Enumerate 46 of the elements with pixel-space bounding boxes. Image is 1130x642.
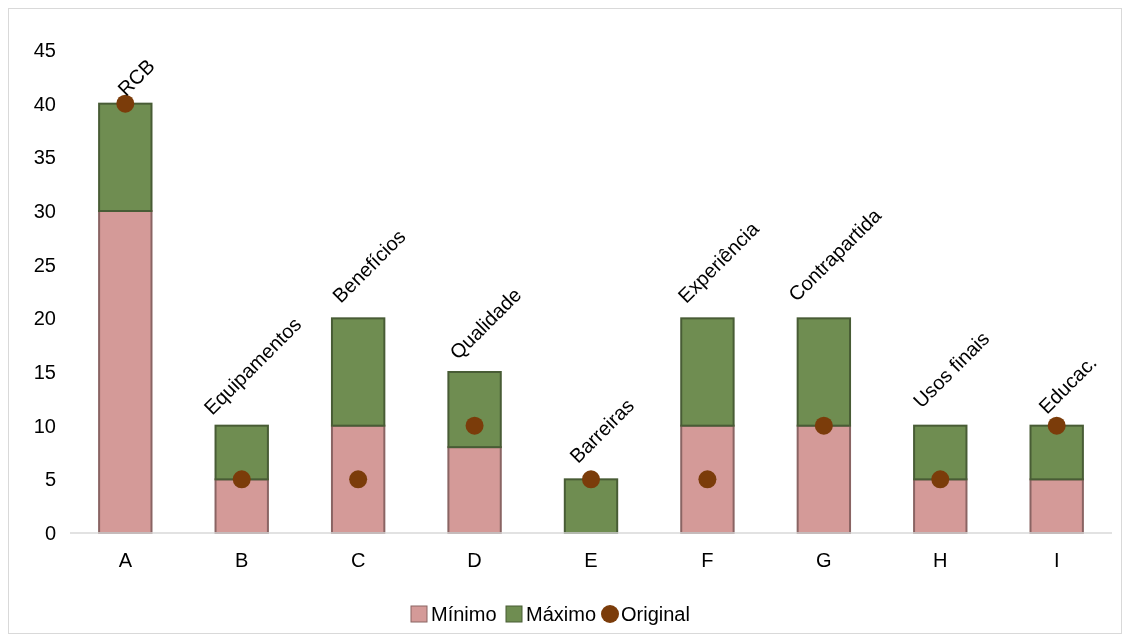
bar <box>330 317 386 427</box>
bar <box>1029 478 1084 534</box>
y-tick-label: 30 <box>33 200 56 222</box>
x-tick-label: I <box>1053 549 1060 571</box>
bar <box>447 371 502 449</box>
bar <box>98 210 153 534</box>
bar <box>1029 424 1084 481</box>
bar <box>796 317 852 427</box>
point <box>232 470 251 489</box>
point <box>116 94 135 113</box>
y-tick-label: 5 <box>44 468 56 491</box>
x-tick-label: F <box>701 549 714 571</box>
bar <box>913 424 968 481</box>
y-tick-label: 25 <box>33 253 56 276</box>
bar <box>680 424 735 534</box>
y-tick-label: 40 <box>33 92 56 115</box>
bar <box>330 424 386 534</box>
legend-label: Máximo <box>526 603 597 625</box>
x-tick-label: C <box>350 549 366 571</box>
point <box>814 416 833 435</box>
point <box>698 470 717 489</box>
y-tick-label: 10 <box>33 414 56 437</box>
x-tick-label: B <box>235 549 249 571</box>
x-tick-label: D <box>467 549 482 571</box>
point <box>349 470 368 489</box>
y-tick-label: 20 <box>33 307 56 330</box>
y-tick-label: 0 <box>44 522 56 544</box>
point <box>1047 416 1066 435</box>
point <box>465 416 484 435</box>
point <box>582 470 600 489</box>
y-tick-label: 35 <box>33 146 56 169</box>
x-tick-label: A <box>118 549 133 571</box>
bar <box>447 446 502 534</box>
legend-label: Original <box>621 603 690 625</box>
bar <box>214 424 269 481</box>
bar <box>563 478 619 534</box>
x-tick-label: G <box>816 549 832 571</box>
point <box>931 470 950 489</box>
legend-label: Mínimo <box>431 603 497 625</box>
y-tick-label: 15 <box>33 361 56 383</box>
x-tick-label: E <box>584 549 598 571</box>
bar <box>796 424 852 534</box>
bar <box>98 102 153 212</box>
bar <box>680 317 735 427</box>
y-tick-label: 45 <box>33 39 56 61</box>
x-tick-label: H <box>933 549 948 571</box>
